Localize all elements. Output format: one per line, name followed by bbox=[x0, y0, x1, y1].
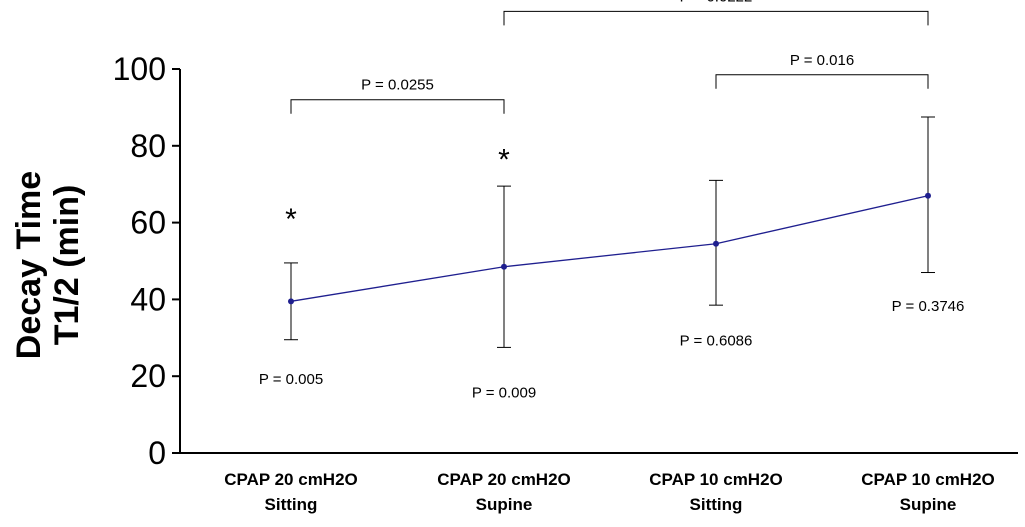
annotations: P = 0.005 P = 0.009 P = 0.6086 P = 0.3746 * *… bbox=[259, 0, 965, 401]
bracket-p-value-label: P = 0.0222 bbox=[680, 0, 753, 5]
y-axis-title-line-1: Decay Time bbox=[10, 171, 48, 359]
data-point bbox=[713, 240, 719, 247]
x-category-label-line-2: Supine bbox=[900, 495, 957, 514]
y-tick-label: 0 bbox=[148, 435, 166, 471]
y-axis-title: Decay Time T1/2 (min) bbox=[10, 171, 86, 359]
data-point bbox=[288, 298, 294, 305]
y-tick-label: 20 bbox=[130, 358, 166, 394]
comparison-bracket bbox=[503, 10, 929, 26]
comparison-bracket bbox=[290, 99, 505, 114]
x-category-label-line-1: CPAP 10 cmH2O bbox=[649, 470, 783, 489]
x-category-label-line-1: CPAP 10 cmH2O bbox=[861, 470, 995, 489]
y-tick-label: 100 bbox=[113, 51, 166, 87]
data-point bbox=[501, 263, 507, 270]
p-value-label: P = 0.009 bbox=[472, 384, 536, 401]
bracket-p-value-label: P = 0.0255 bbox=[361, 77, 434, 94]
x-category-label-line-1: CPAP 20 cmH2O bbox=[437, 470, 571, 489]
p-value-label: P = 0.6086 bbox=[680, 332, 753, 349]
series-line bbox=[288, 192, 931, 305]
series-path bbox=[290, 195, 929, 302]
data-point bbox=[925, 192, 931, 199]
comparison-bracket bbox=[715, 74, 929, 89]
x-category-label-line-2: Sitting bbox=[690, 495, 743, 514]
y-tick-label: 40 bbox=[130, 281, 166, 317]
x-category-label-line-2: Supine bbox=[476, 495, 533, 514]
y-tick-labels: 0 20 40 60 80 100 bbox=[113, 51, 166, 471]
y-axis-title-line-2: T1/2 (min) bbox=[48, 185, 86, 346]
significance-asterisk: * bbox=[498, 143, 510, 176]
x-category-label-line-1: CPAP 20 cmH2O bbox=[224, 470, 358, 489]
y-tick-label: 60 bbox=[130, 205, 166, 241]
y-tick-label: 80 bbox=[130, 128, 166, 164]
x-category-label-line-2: Sitting bbox=[265, 495, 318, 514]
axes bbox=[172, 68, 1018, 454]
x-category-labels: CPAP 20 cmH2O Sitting CPAP 20 cmH2O Supine C… bbox=[224, 470, 995, 514]
p-value-label: P = 0.005 bbox=[259, 371, 323, 388]
significance-asterisk: * bbox=[285, 203, 297, 236]
p-value-label: P = 0.3746 bbox=[892, 298, 965, 315]
bracket-p-value-label: P = 0.016 bbox=[790, 52, 854, 69]
error-bars bbox=[284, 116, 935, 348]
